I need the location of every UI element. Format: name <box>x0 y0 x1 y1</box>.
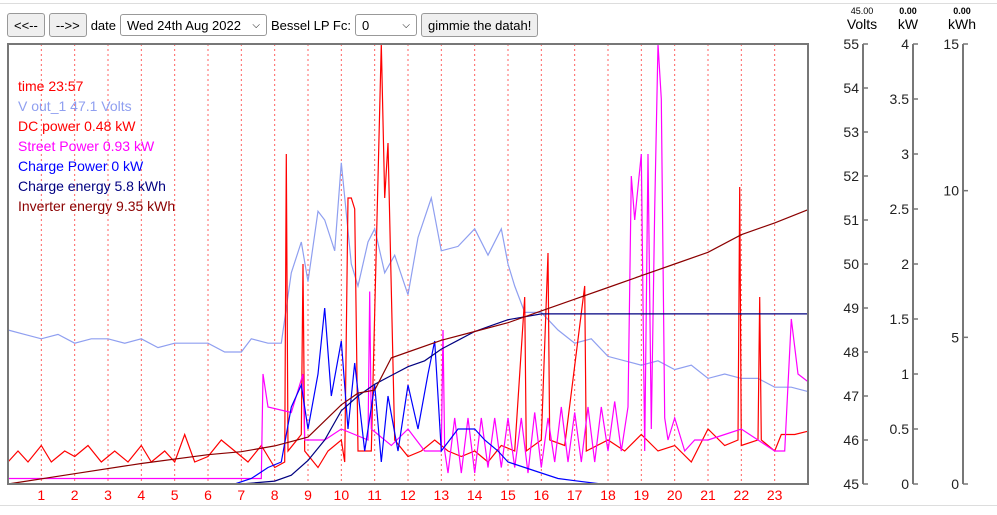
hour-tick-label: 22 <box>734 487 750 503</box>
hour-tick-label: 16 <box>534 487 550 503</box>
date-select-value: Wed 24th Aug 2022 <box>127 17 241 33</box>
hour-tick-label: 3 <box>104 487 112 503</box>
volts-axis-tick-label: 55 <box>843 36 859 52</box>
hour-tick-label: 19 <box>634 487 650 503</box>
hour-tick-label: 14 <box>467 487 483 503</box>
hour-tick-label: 11 <box>367 487 382 503</box>
volts-axis-tick-label: 53 <box>843 124 859 140</box>
kw-axis-tick-label: 3 <box>901 146 909 162</box>
volts-unit: Volts <box>846 16 878 32</box>
kw-axis-tick-label: 4 <box>901 36 909 52</box>
volts-axis-tick-label: 49 <box>843 300 859 316</box>
legend-vout: V out_1 47.1 Volts <box>18 98 132 114</box>
hour-tick-label: 6 <box>204 487 212 503</box>
volts-axis-tick-label: 48 <box>843 344 859 360</box>
kw-axis-tick-label: 0.5 <box>890 421 910 437</box>
hour-tick-label: 15 <box>500 487 516 503</box>
date-select[interactable]: Wed 24th Aug 2022 ⌵ <box>120 14 267 36</box>
filter-select-value: 0 <box>361 17 370 33</box>
volts-axis-tick-label: 47 <box>843 388 859 404</box>
hour-tick-label: 20 <box>667 487 683 503</box>
hour-tick-label: 10 <box>334 487 350 503</box>
kw-min-readout: 0.00 <box>899 6 917 16</box>
volts-axis-tick-label: 45 <box>843 476 859 492</box>
kwh-axis-tick-label: 15 <box>943 36 959 52</box>
kwh-unit: kWh <box>948 16 976 32</box>
hour-tick-label: 17 <box>567 487 583 503</box>
top-divider <box>0 3 997 4</box>
prev-day-button[interactable]: <<-- <box>7 13 45 37</box>
kwh-axis-tick-label: 10 <box>943 183 959 199</box>
volts-axis-tick-label: 52 <box>843 168 859 184</box>
hour-tick-label: 2 <box>71 487 79 503</box>
kw-axis-tick-label: 2 <box>901 256 909 272</box>
volts-axis-tick-label: 46 <box>843 432 859 448</box>
chevron-down-icon: ⌵ <box>402 19 410 31</box>
hour-tick-label: 5 <box>171 487 179 503</box>
hour-tick-label: 21 <box>700 487 716 503</box>
kw-axis-header: 0.00 kW <box>878 6 938 32</box>
legend-dc-power: DC power 0.48 kW <box>18 118 136 134</box>
legend-street-power: Street Power 0.93 kW <box>18 138 155 154</box>
series-line-charge-energy <box>8 313 808 485</box>
volts-axis-tick-label: 51 <box>843 212 859 228</box>
series-line-inverter-energy <box>7 209 809 485</box>
kwh-axis-tick-label: 0 <box>951 476 959 492</box>
hour-tick-label: 8 <box>271 487 279 503</box>
bottom-divider <box>0 505 997 506</box>
kwh-min-readout: 0.00 <box>953 6 971 16</box>
hour-tick-label: 23 <box>767 487 783 503</box>
hour-tick-label: 7 <box>237 487 245 503</box>
filter-select[interactable]: 0 ⌵ <box>354 14 417 36</box>
legend-charge-energy: Charge energy 5.8 kWh <box>18 178 166 194</box>
legend-inverter-energy: Inverter energy 9.35 kWh <box>18 198 176 214</box>
legend-time: time 23:57 <box>18 78 84 94</box>
date-label: date <box>90 17 116 33</box>
hour-tick-label: 18 <box>600 487 616 503</box>
filter-label: Bessel LP Fc: <box>271 17 351 33</box>
kwh-axis-header: 0.00 kWh <box>932 6 992 32</box>
hour-tick-label: 4 <box>137 487 145 503</box>
hour-tick-label: 13 <box>434 487 450 503</box>
next-day-button[interactable]: -->> <box>48 13 87 37</box>
kw-axis-tick-label: 3.5 <box>890 91 910 107</box>
series-line-street-power <box>8 43 809 480</box>
hour-tick-label: 9 <box>304 487 312 503</box>
controls-bar: <<-- -->> date Wed 24th Aug 2022 ⌵ Besse… <box>7 13 539 37</box>
volts-axis-header: 45.00 Volts <box>832 6 892 32</box>
kwh-axis-tick-label: 5 <box>951 329 959 345</box>
hour-tick-label: 1 <box>37 487 45 503</box>
kw-axis-tick-label: 1 <box>901 366 909 382</box>
volts-min-readout: 45.00 <box>850 6 874 16</box>
chevron-down-icon: ⌵ <box>252 19 260 31</box>
kw-unit: kW <box>897 16 919 32</box>
volts-axis-tick-label: 50 <box>843 256 859 272</box>
kw-axis-tick-label: 0 <box>901 476 909 492</box>
fetch-data-button[interactable]: gimmie the datah! <box>420 13 539 37</box>
kw-axis-tick-label: 1.5 <box>890 311 910 327</box>
plot-frame <box>7 43 809 485</box>
series-line-charge-power <box>8 307 808 485</box>
legend: time 23:57 V out_1 47.1 Volts DC power 0… <box>18 76 175 216</box>
series-line-v-out-1 <box>7 162 809 393</box>
kw-axis-tick-label: 2.5 <box>890 201 910 217</box>
legend-charge-power: Charge Power 0 kW <box>18 158 144 174</box>
hour-tick-label: 12 <box>400 487 416 503</box>
volts-axis-tick-label: 54 <box>843 80 859 96</box>
